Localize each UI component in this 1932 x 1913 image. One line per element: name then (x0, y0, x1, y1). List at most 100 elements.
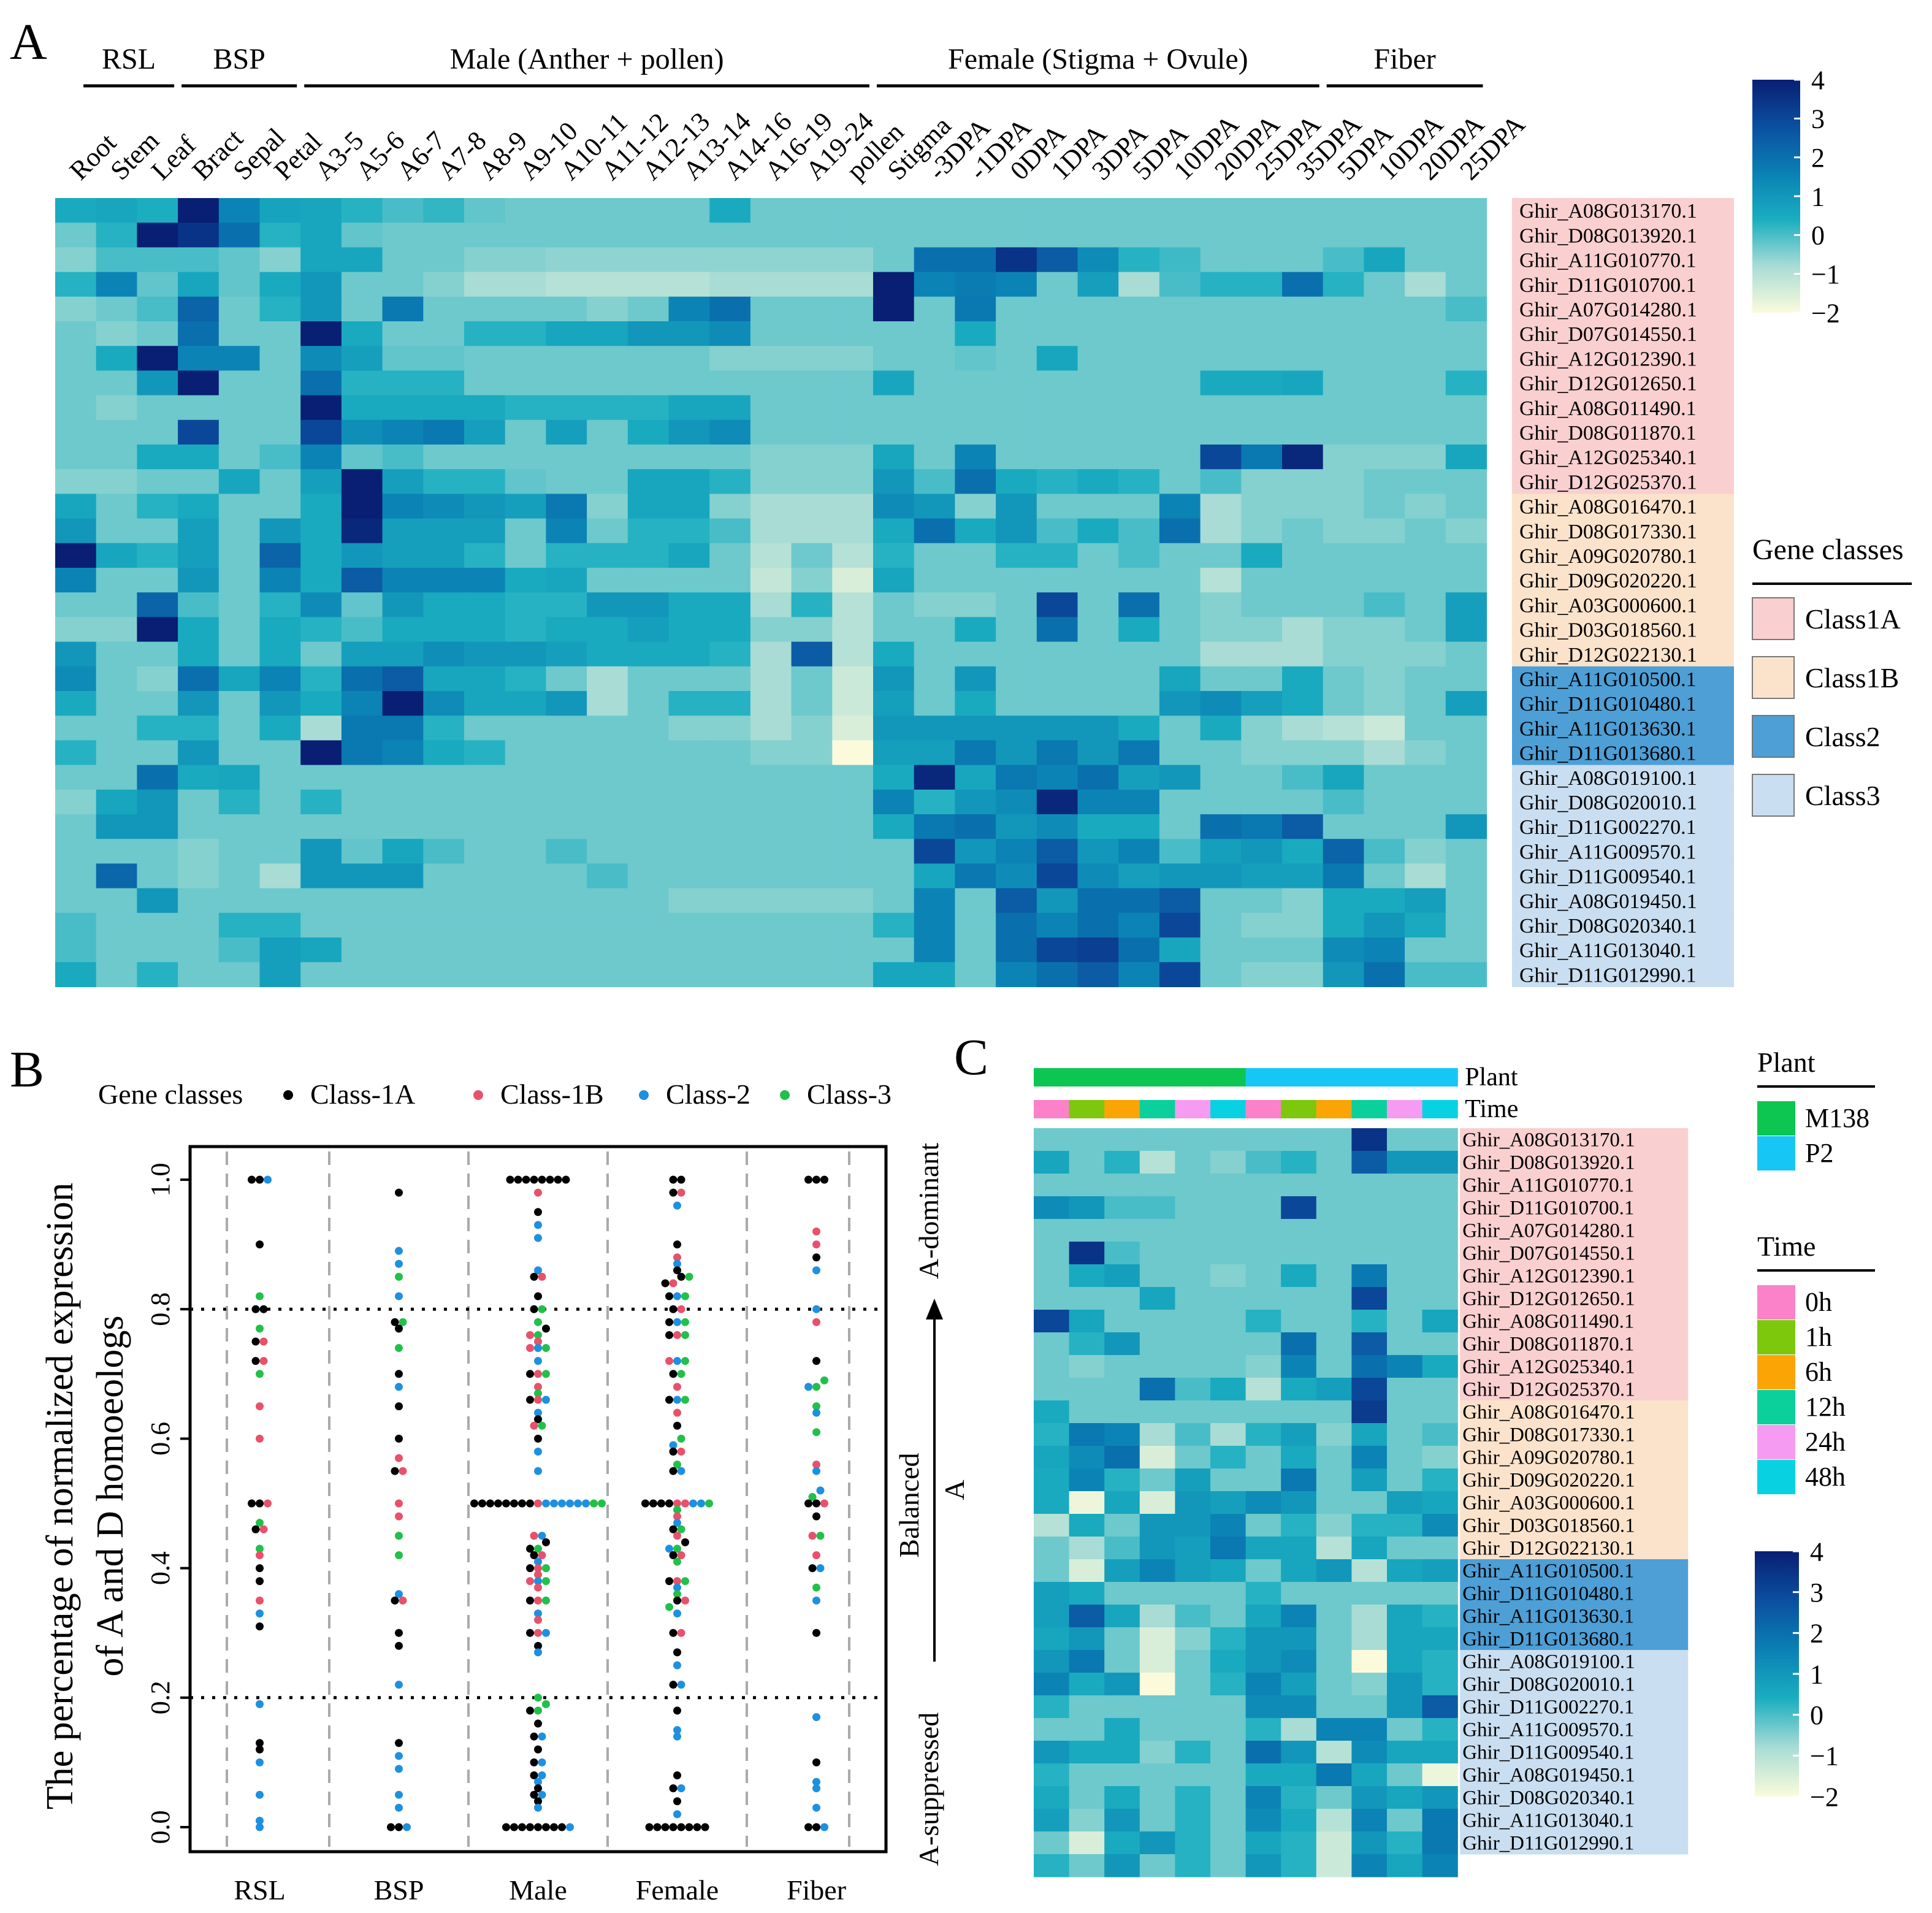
a-cell (1323, 716, 1364, 741)
a-cell (96, 716, 137, 741)
a-cell (1241, 863, 1283, 889)
c-cell (1034, 1400, 1070, 1424)
a-cell (873, 198, 915, 223)
a-cell (1364, 272, 1405, 297)
c-legend-title: Time (1757, 1231, 1816, 1262)
a-cell (259, 716, 301, 741)
c-cell (1351, 1468, 1388, 1492)
a-cell (423, 568, 465, 593)
b-point (566, 1499, 574, 1508)
b-point (526, 1499, 534, 1508)
c-cell (1281, 1310, 1317, 1333)
c-cell (1104, 1400, 1140, 1424)
c-cell (1139, 1219, 1175, 1242)
a-cell (96, 568, 137, 593)
a-cell (505, 789, 546, 815)
a-cell (832, 543, 874, 568)
a-cell (300, 839, 342, 864)
a-cell (505, 691, 546, 716)
a-cell (832, 247, 874, 273)
a-cell (1405, 666, 1446, 692)
a-gene-label: Ghir_A11G010770.1 (1519, 250, 1697, 272)
b-point (582, 1499, 590, 1508)
a-cell (709, 469, 751, 494)
a-cell (55, 395, 97, 421)
a-cell (1364, 370, 1405, 396)
a-cell (300, 518, 342, 544)
c-cell (1316, 1605, 1352, 1628)
b-point (534, 1719, 542, 1728)
a-cell (873, 494, 915, 519)
a-cell (996, 839, 1037, 864)
a-cell (791, 839, 833, 864)
b-point (395, 1551, 403, 1559)
a-cell (96, 740, 137, 766)
a-cell (382, 617, 424, 643)
c-cell (1034, 1605, 1070, 1628)
a-cell (791, 296, 833, 322)
a-cell (873, 518, 915, 544)
a-cell (709, 863, 751, 889)
b-point (677, 1272, 685, 1281)
b-point (808, 1492, 817, 1501)
a-cell (505, 395, 546, 421)
b-point (681, 1538, 689, 1546)
c-cell (1175, 1741, 1211, 1764)
a-cell (1405, 814, 1446, 839)
c-cell (1210, 1332, 1247, 1356)
a-cell (1282, 789, 1324, 815)
c-cell (1104, 1627, 1140, 1651)
c-cell (1034, 1741, 1070, 1764)
a-cell (546, 765, 587, 790)
a-cell (1159, 814, 1201, 839)
b-point (395, 1629, 403, 1637)
a-cell (137, 592, 178, 617)
c-cell (1139, 1355, 1175, 1378)
c-cell (1175, 1219, 1211, 1242)
c-cell (1104, 1468, 1140, 1492)
c-cell (1351, 1151, 1388, 1174)
a-cell (1323, 691, 1364, 716)
a-cell (1405, 789, 1446, 815)
b-point (395, 1324, 403, 1333)
a-cell (1036, 617, 1079, 643)
a-cell (1077, 839, 1119, 864)
b-legend-title: Gene classes (98, 1079, 243, 1110)
a-cell (587, 370, 628, 396)
a-cell (1323, 641, 1364, 667)
c-gene-label: Ghir_D12G025370.1 (1462, 1379, 1635, 1401)
a-cell (1241, 247, 1283, 273)
a-cell (55, 912, 97, 938)
a-cell (96, 395, 137, 421)
a-cell (1445, 839, 1487, 864)
a-cell (668, 814, 710, 839)
a-cell (1241, 765, 1283, 790)
a-cell (587, 543, 628, 568)
b-point (256, 1790, 264, 1799)
a-cell (1445, 272, 1487, 297)
c-cell (1422, 1400, 1458, 1424)
b-point (590, 1499, 598, 1508)
b-point (256, 1324, 264, 1333)
b-point (673, 1726, 681, 1735)
a-cell (1323, 445, 1364, 470)
a-cell (668, 321, 710, 346)
a-cell (832, 789, 874, 815)
a-cell (259, 346, 301, 371)
a-cell (505, 247, 546, 273)
a-cell (96, 592, 137, 617)
a-cell (1364, 740, 1405, 766)
a-cell (668, 198, 710, 223)
c-cell (1210, 1378, 1247, 1401)
c-gene-label-bg (1460, 1446, 1689, 1469)
c-cell (1210, 1582, 1247, 1605)
a-cell (382, 296, 424, 322)
a-cell (1241, 445, 1283, 470)
a-cell (955, 543, 996, 568)
a-cell (546, 370, 587, 396)
c-cell (1245, 1151, 1281, 1174)
a-cell (1118, 814, 1160, 839)
b-point (534, 1266, 542, 1275)
a-cell (1200, 641, 1242, 667)
a-gene-label-bg (1512, 568, 1734, 593)
